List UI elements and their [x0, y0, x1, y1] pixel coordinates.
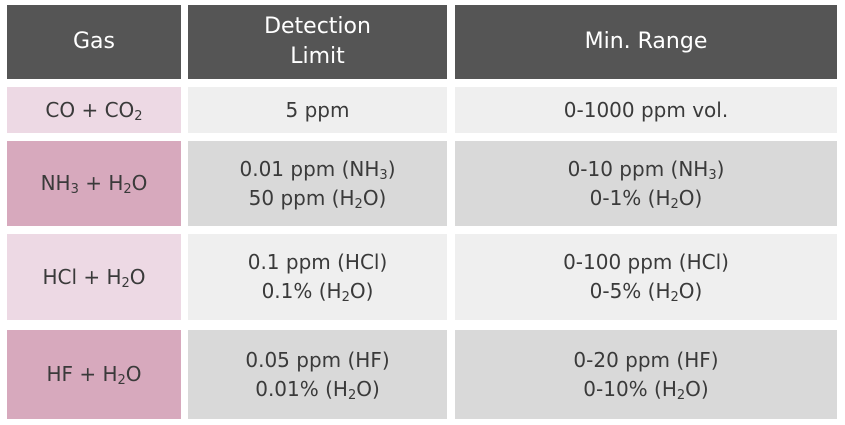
- detection-cell-hf: 0.05 ppm (HF) 0.01% (H2O): [188, 330, 447, 419]
- detection-value: 0.1 ppm (HCl): [247, 250, 388, 274]
- range-value: 0-5% (H2O): [589, 279, 703, 305]
- header-gas: Gas: [7, 5, 181, 79]
- range-value: 0-20 ppm (HF): [573, 347, 719, 372]
- range-value: 0-10 ppm (NH3): [567, 156, 725, 183]
- header-detection-line2: Limit: [290, 44, 345, 69]
- range-cell-nh3: 0-10 ppm (NH3) 0-1% (H2O): [455, 141, 837, 226]
- detection-cell-co: 5 ppm: [188, 87, 447, 133]
- gas-label: HCl + H2O: [42, 264, 146, 291]
- range-value: 0-1% (H2O): [589, 185, 703, 212]
- detection-value: 0.01% (H2O): [255, 376, 380, 403]
- header-detection-limit: Detection Limit: [188, 5, 447, 79]
- gas-cell-hf: HF + H2O: [7, 330, 181, 419]
- range-cell-hf: 0-20 ppm (HF) 0-10% (H2O): [455, 330, 837, 419]
- header-min-range: Min. Range: [455, 5, 837, 79]
- detection-value: 50 ppm (H2O): [248, 185, 387, 212]
- detection-value: 5 ppm: [285, 97, 350, 122]
- range-value: 0-10% (H2O): [583, 376, 709, 403]
- range-cell-hcl: 0-100 ppm (HCl) 0-5% (H2O): [455, 234, 837, 320]
- range-cell-co: 0-1000 ppm vol.: [455, 87, 837, 133]
- header-gas-label: Gas: [73, 29, 115, 54]
- detection-cell-nh3: 0.01 ppm (NH3) 50 ppm (H2O): [188, 141, 447, 226]
- detection-value: 0.05 ppm (HF): [245, 347, 390, 372]
- gas-label: NH3 + H2O: [40, 171, 148, 197]
- gas-label: CO + CO2: [45, 97, 143, 124]
- header-min-range-label: Min. Range: [584, 29, 708, 54]
- detection-value: 0.01 ppm (NH3): [239, 156, 396, 183]
- gas-label: HF + H2O: [46, 362, 142, 388]
- gas-cell-nh3: NH3 + H2O: [7, 141, 181, 226]
- range-value: 0-1000 ppm vol.: [563, 97, 729, 122]
- range-value: 0-100 ppm (HCl): [563, 250, 729, 274]
- detection-cell-hcl: 0.1 ppm (HCl) 0.1% (H2O): [188, 234, 447, 320]
- detection-value: 0.1% (H2O): [261, 279, 374, 305]
- gas-cell-hcl: HCl + H2O: [7, 234, 181, 320]
- header-detection-line1: Detection: [264, 14, 371, 39]
- gas-cell-co: CO + CO2: [7, 87, 181, 133]
